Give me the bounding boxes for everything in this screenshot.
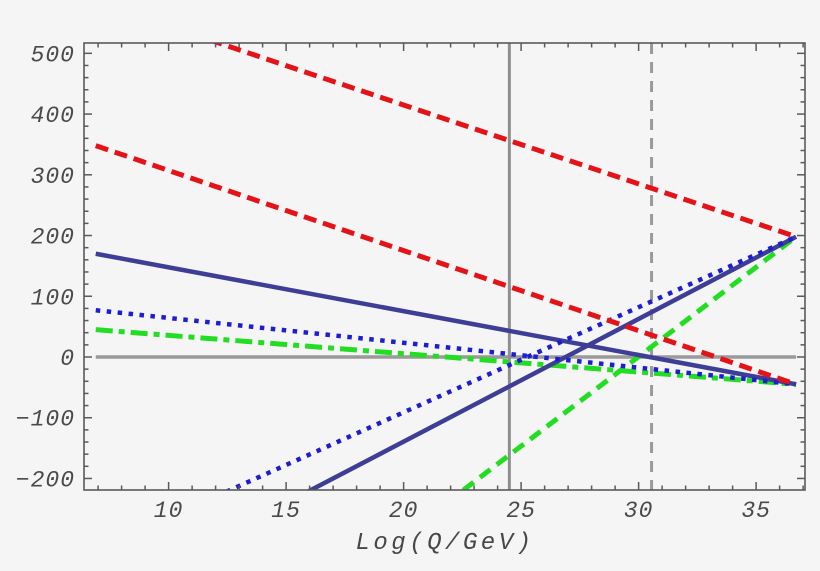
ticks [84,43,805,490]
series-blue-dotted-ascending [224,234,797,490]
series-red-dashed-upper [210,43,797,240]
x-tick-label: 15 [271,498,301,524]
y-tick-label: 400 [31,103,75,129]
series-navy-solid-descending [95,251,797,387]
y-tick-label: 200 [31,225,75,251]
x-tick-label: 20 [389,498,419,524]
x-tick-label: 30 [624,498,654,524]
series-navy-solid-ascending [306,234,798,490]
series-green-dashed-ascending [459,234,798,490]
series-green-dashdot-descending [95,327,797,387]
plot-frame [83,42,806,491]
y-tick-label: 0 [60,346,75,372]
x-tick-label: 25 [506,498,536,524]
y-tick-label: −200 [16,467,75,493]
y-tick-label: 300 [31,164,75,190]
x-tick-label: 35 [741,498,771,524]
series-blue-dotted-descending [95,307,797,387]
y-tick-label: −100 [16,407,75,433]
y-tick-label: 100 [31,285,75,311]
plot-area [94,43,798,490]
y-tick-label: 500 [31,42,75,68]
x-tick-label: 10 [154,498,184,524]
series-red-dashed-lower [94,143,797,387]
